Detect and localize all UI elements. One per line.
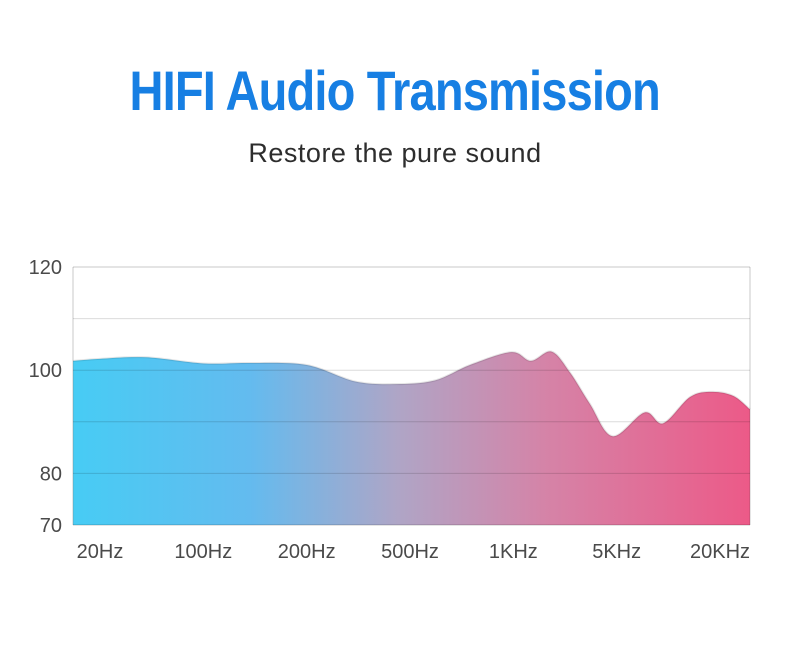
y-axis-labels: 120 100 80 70 [29,257,62,537]
chart-border [72,266,751,526]
page-subtitle: Restore the pure sound [248,138,542,168]
page-title-text: HIFI Audio Transmission [129,59,661,122]
x-tick-label-20Hz: 20Hz [77,541,124,563]
y-tick-label-120: 120 [29,257,62,279]
page-title: HIFI Audio Transmission [0,60,790,122]
y-tick-label-70: 70 [40,515,62,537]
y-tick-label-80: 80 [40,463,62,485]
x-axis-labels: 20Hz 100Hz 200Hz 500Hz 1KHz 5KHz 20KHz [77,541,750,563]
frequency-response-curve-edge [73,350,751,438]
chart-gridlines [73,318,750,474]
x-tick-label-20KHz: 20KHz [690,541,750,563]
x-tick-label-1KHz: 1KHz [489,541,538,563]
x-tick-label-200Hz: 200Hz [278,541,336,563]
frequency-response-area [73,351,750,525]
y-tick-label-100: 100 [29,360,62,382]
x-tick-label-100Hz: 100Hz [174,541,232,563]
x-tick-label-500Hz: 500Hz [381,541,439,563]
x-tick-label-5KHz: 5KHz [592,541,641,563]
